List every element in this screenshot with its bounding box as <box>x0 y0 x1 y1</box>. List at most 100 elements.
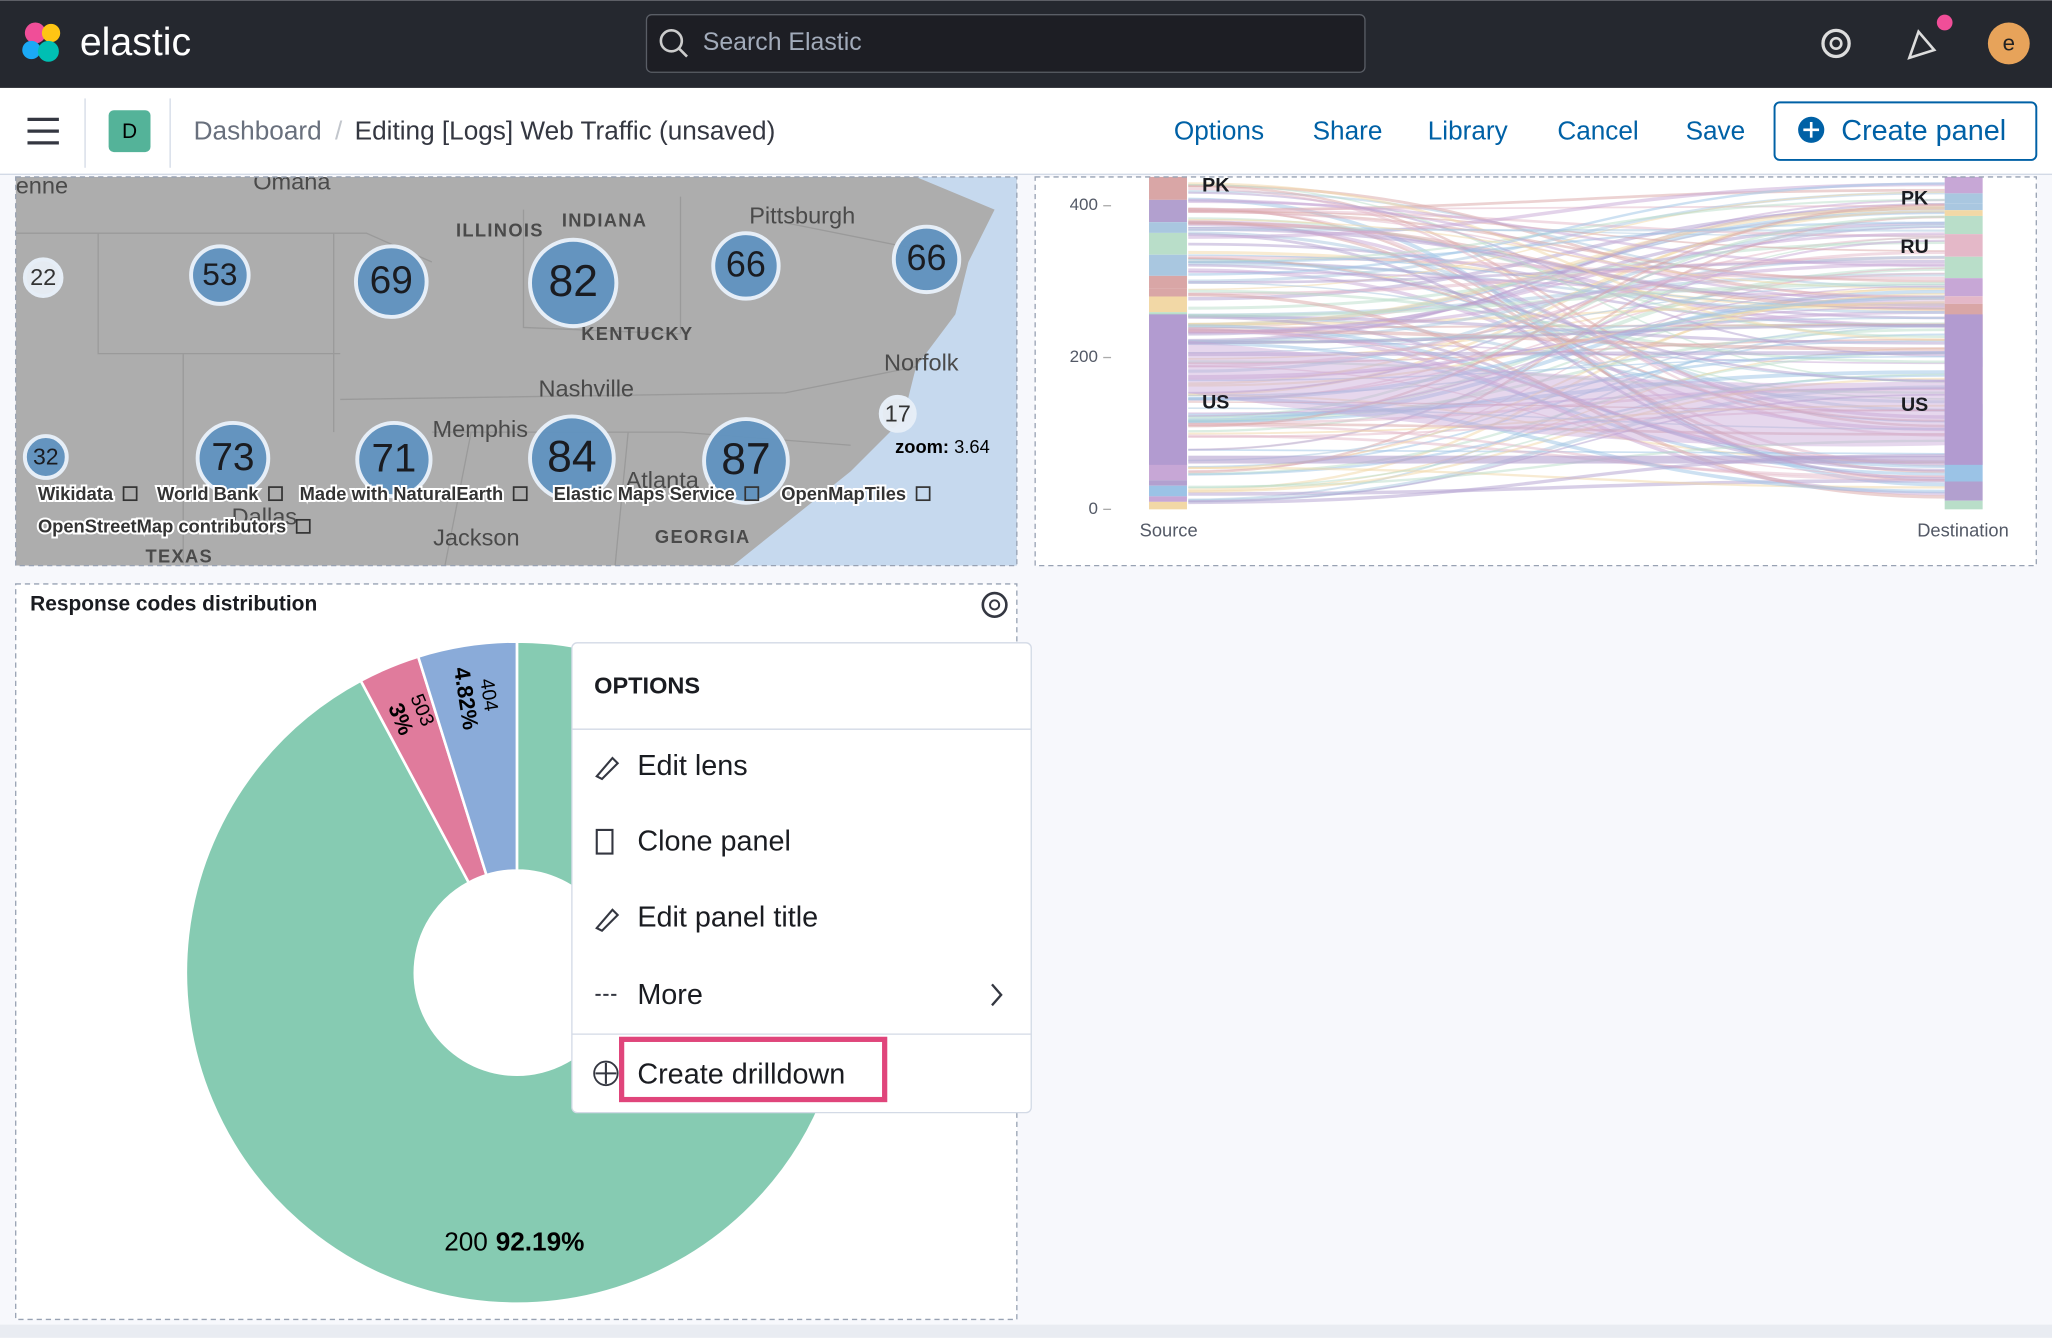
menu-item[interactable]: Edit panel title <box>637 902 818 934</box>
cluster-count: 73 <box>211 436 254 479</box>
cluster-count: 84 <box>547 432 596 481</box>
slice-category: 200 <box>444 1226 488 1256</box>
cluster[interactable]: 53 <box>189 244 251 306</box>
slice-value: 92.19% <box>496 1226 585 1256</box>
space-avatar[interactable] <box>108 110 151 153</box>
cluster-circle <box>353 244 429 319</box>
source-node <box>1149 288 1187 297</box>
source-node <box>1149 480 1187 486</box>
menu-button[interactable] <box>27 117 59 145</box>
cluster[interactable]: 84 <box>528 414 616 503</box>
search-box[interactable] <box>645 14 1366 73</box>
logo-icon[interactable] <box>22 22 61 62</box>
menu-icon <box>595 756 620 781</box>
flow <box>1188 328 1945 423</box>
place-label: Atlanta <box>626 467 700 493</box>
attribution-link[interactable]: OpenMapTiles <box>779 481 908 506</box>
attribution-link[interactable]: Made with NaturalEarth <box>298 481 505 506</box>
flow <box>1188 221 1945 264</box>
flow <box>1188 285 1945 417</box>
flow <box>1188 183 1945 383</box>
cluster-circle <box>711 231 781 301</box>
source-node <box>1149 232 1187 255</box>
menu-icon <box>593 1060 619 1087</box>
search-icon-handle <box>678 47 688 58</box>
cluster[interactable]: 32 <box>22 434 69 480</box>
search-icon <box>659 29 684 53</box>
cluster-count: 87 <box>721 435 770 484</box>
toolbar-action[interactable]: Options <box>1174 115 1264 145</box>
help-icon[interactable] <box>1821 28 1851 59</box>
destination-node <box>1944 215 1983 235</box>
ocean <box>732 176 1017 566</box>
flow <box>1188 350 1945 357</box>
pie-slice[interactable] <box>416 640 519 877</box>
panel-settings-button[interactable] <box>981 591 1008 618</box>
create-panel-label[interactable]: Create panel <box>1841 115 2006 147</box>
panel-title: Response codes distribution <box>30 592 317 615</box>
breadcrumb[interactable]: Dashboard <box>194 115 322 145</box>
attribution-link[interactable]: OpenStreetMap contributors <box>36 514 288 539</box>
cluster-circle <box>878 394 917 433</box>
attribution-link[interactable]: Elastic Maps Service <box>552 481 737 506</box>
create-panel-button[interactable] <box>1773 101 2038 161</box>
attribution-link[interactable]: Wikidata <box>36 481 116 506</box>
destination-node <box>1944 278 1983 297</box>
flow <box>1188 409 1945 438</box>
toolbar-action[interactable]: Save <box>1686 115 1746 145</box>
node-label: PK <box>1202 174 1229 196</box>
menu-item[interactable]: Clone panel <box>637 826 791 858</box>
cluster[interactable]: 17 <box>878 394 917 433</box>
logo-text[interactable]: elastic <box>80 20 191 64</box>
cluster[interactable]: 82 <box>528 237 619 329</box>
attribution-link[interactable]: World Bank <box>155 481 261 506</box>
menu-title: OPTIONS <box>594 673 700 699</box>
y-tick-label: 200 <box>1070 347 1098 366</box>
menu-item[interactable]: Edit lens <box>637 750 747 782</box>
panel-border <box>15 176 1018 567</box>
space-letter: D <box>122 120 137 143</box>
flow <box>1188 182 1945 341</box>
cluster[interactable]: 69 <box>353 244 429 319</box>
flow <box>1188 264 1945 382</box>
toolbar-action[interactable]: Share <box>1313 115 1383 145</box>
cluster-circle <box>22 257 64 298</box>
slice-label: 200 92.19% <box>444 1226 584 1256</box>
place-label: INDIANA <box>562 209 647 230</box>
external-link-icon <box>268 486 283 502</box>
news-badge <box>1936 14 1953 31</box>
cluster[interactable]: 66 <box>711 231 781 301</box>
zoom-indicator: zoom: 3.64 <box>895 436 990 457</box>
toolbar-action[interactable]: Cancel <box>1557 115 1638 145</box>
cluster[interactable]: 66 <box>891 224 962 295</box>
destination-node <box>1944 461 1983 482</box>
map[interactable]: enne Omaha ILLINOIS INDIANA Pittsburgh KENTUC… <box>15 169 1017 567</box>
menu-icon <box>595 908 620 933</box>
cluster[interactable]: 22 <box>22 257 64 298</box>
source-node <box>1149 485 1187 497</box>
destination-node <box>1944 234 1983 257</box>
cluster[interactable]: 87 <box>702 417 790 505</box>
flow <box>1188 324 1945 462</box>
cluster[interactable]: 71 <box>355 421 433 499</box>
cluster-count: 69 <box>370 259 413 302</box>
menu-item[interactable]: More <box>637 979 703 1011</box>
place-label: ILLINOIS <box>456 220 544 241</box>
news-icon[interactable] <box>1907 29 1937 60</box>
flow <box>1188 351 1945 424</box>
flow <box>1188 377 1945 493</box>
plus-sign <box>1803 121 1820 138</box>
destination-node <box>1944 256 1983 279</box>
avatar[interactable] <box>1987 22 2030 65</box>
place-label: GEORGIA <box>655 526 751 547</box>
flow <box>1188 401 1945 411</box>
cluster[interactable]: 73 <box>195 421 271 496</box>
destination-node <box>1944 314 1983 465</box>
source-node <box>1149 296 1187 313</box>
context-menu <box>571 642 1032 1114</box>
menu-item[interactable]: Create drilldown <box>637 1059 845 1091</box>
flow <box>1188 422 1945 436</box>
submenu-arrow <box>991 983 1003 1007</box>
toolbar-action[interactable]: Library <box>1428 115 1509 145</box>
